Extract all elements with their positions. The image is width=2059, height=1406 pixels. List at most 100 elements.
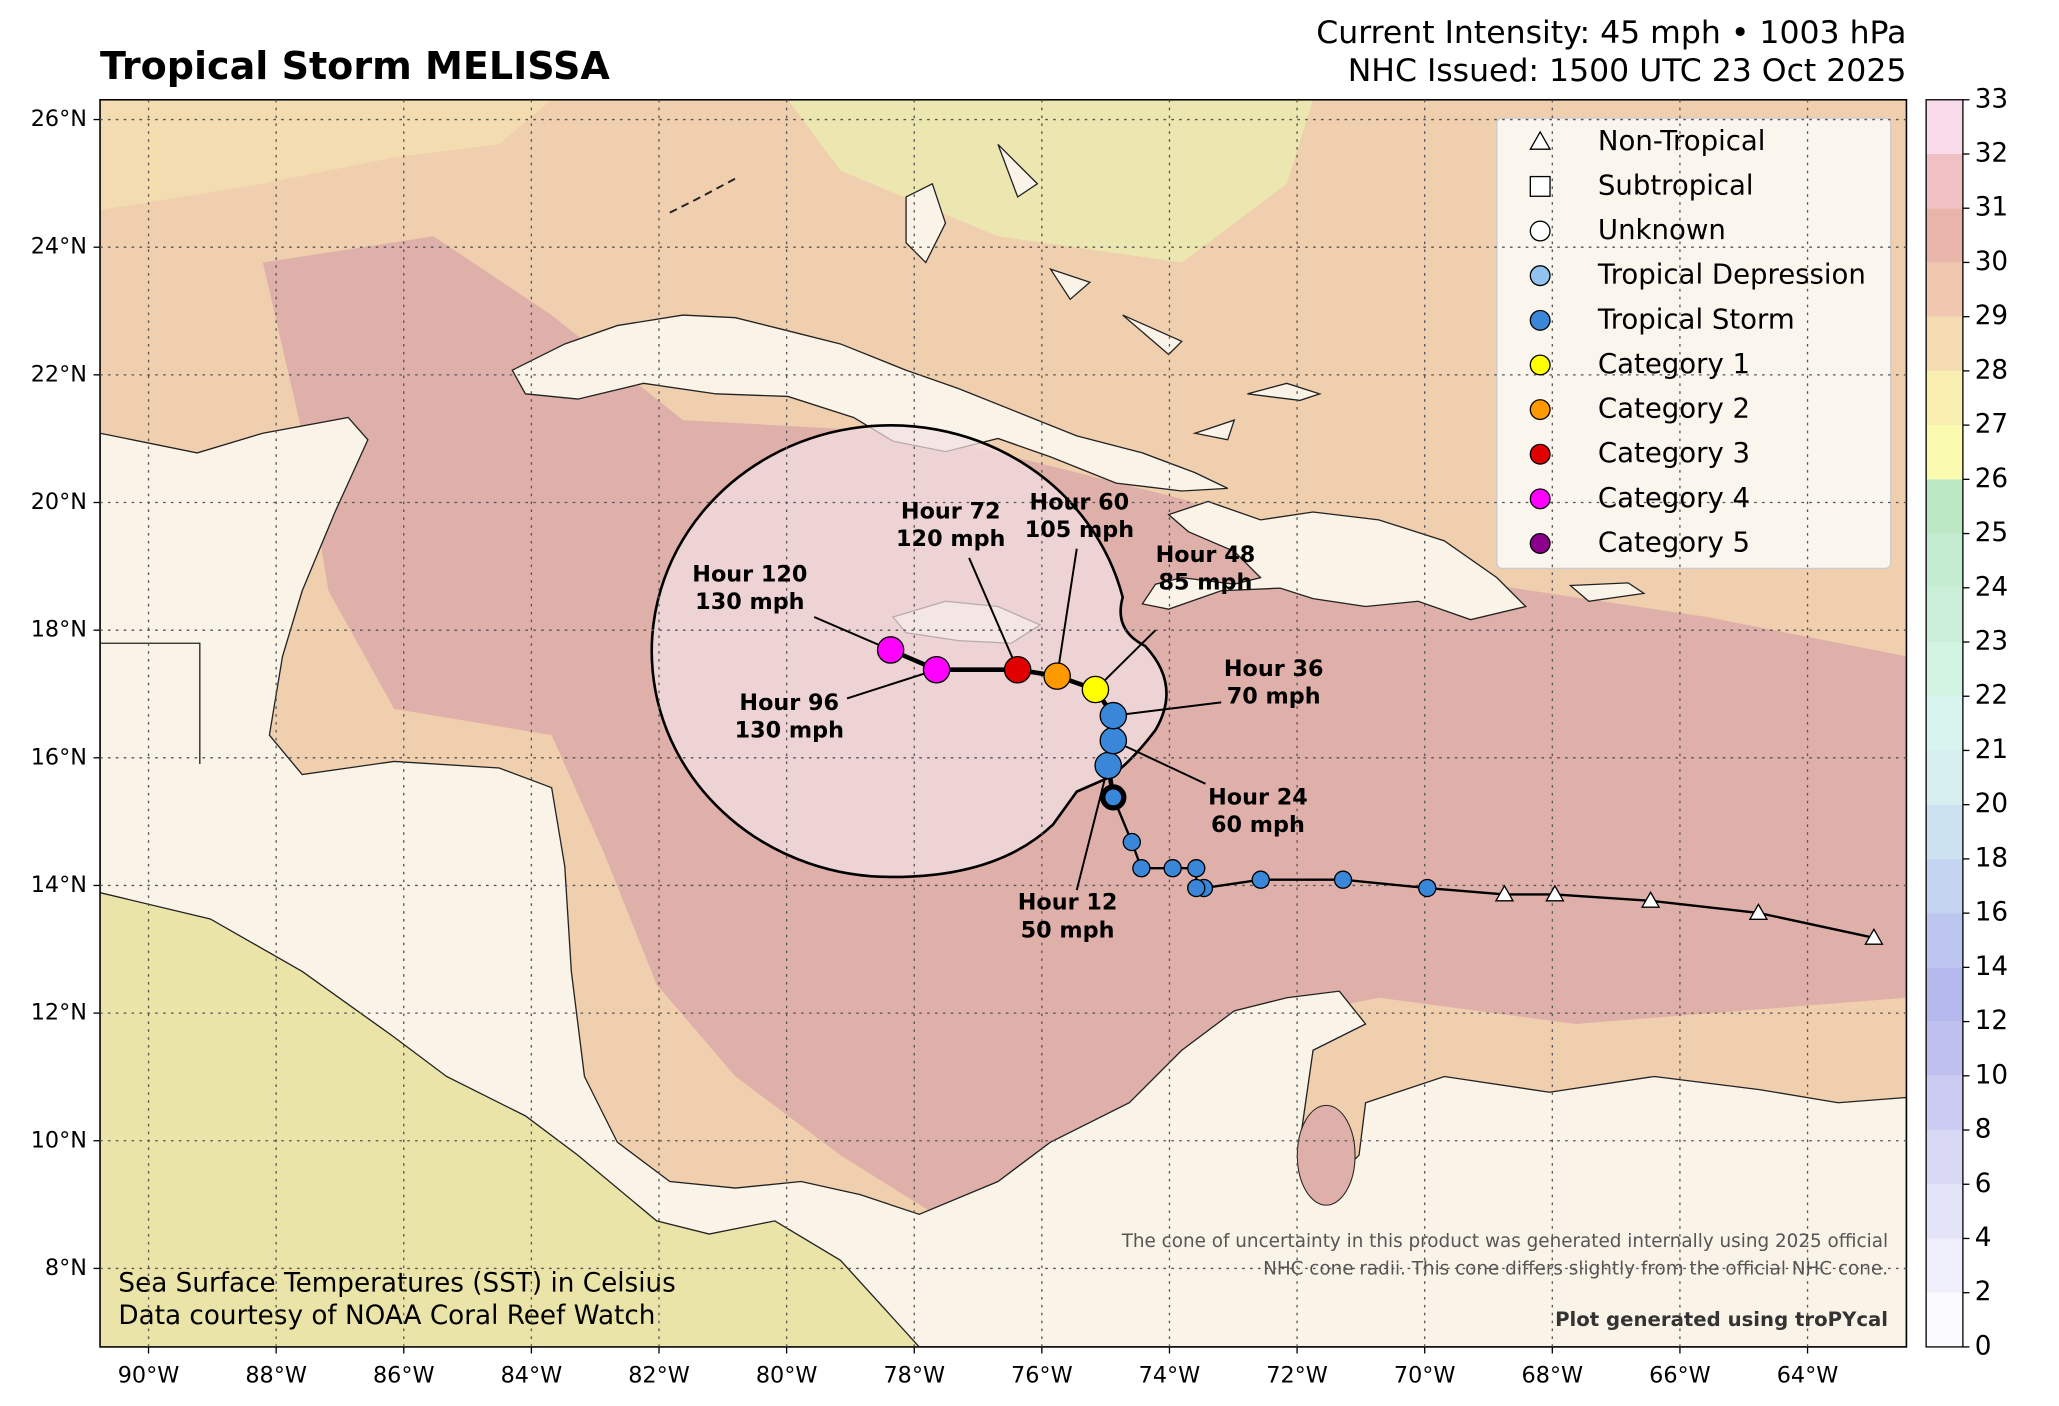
label-leader xyxy=(1094,629,1157,691)
track-point xyxy=(1187,878,1206,898)
track-point xyxy=(1864,927,1884,945)
colorbar-segment xyxy=(1926,642,1963,697)
colorbar-label: 33 xyxy=(1975,84,2008,114)
track-point xyxy=(1099,726,1128,755)
colorbar-segment xyxy=(1926,153,1963,209)
legend-marker xyxy=(1529,309,1551,331)
x-tick-label: 74°W xyxy=(1139,1362,1201,1388)
legend-marker xyxy=(1529,488,1551,510)
y-tick-label: 12°N xyxy=(31,1000,87,1026)
legend-label: Tropical Depression xyxy=(1597,259,1866,291)
track-point xyxy=(1132,859,1151,878)
colorbar-segment xyxy=(1926,858,1963,914)
colorbar-segment xyxy=(1926,99,1963,154)
colorbar-segment xyxy=(1926,1021,1963,1076)
colorbar-segment xyxy=(1926,370,1963,426)
legend-marker xyxy=(1529,265,1551,287)
track-point xyxy=(1748,903,1769,920)
track-point xyxy=(1333,870,1353,889)
forecast-hour-label: Hour 12 xyxy=(1018,890,1118,916)
y-tick-label: 10°N xyxy=(31,1127,87,1153)
x-tick-label: 86°W xyxy=(373,1362,435,1388)
forecast-cone xyxy=(650,424,1168,879)
colorbar-label: 32 xyxy=(1975,138,2008,168)
legend-marker xyxy=(1529,130,1552,150)
colorbar-label: 24 xyxy=(1975,572,2008,602)
label-leader xyxy=(1113,701,1222,717)
colorbar-frame xyxy=(1925,99,1964,1348)
colorbar-label: 18 xyxy=(1975,843,2008,873)
y-tick-label: 22°N xyxy=(31,361,87,387)
colorbar-label: 12 xyxy=(1975,1006,2008,1036)
forecast-wind-label: 130 mph xyxy=(735,718,844,744)
legend-marker xyxy=(1529,175,1551,197)
y-tick-label: 14°N xyxy=(31,872,87,898)
chart-title: Tropical Storm MELISSA xyxy=(100,44,610,88)
forecast-hour-label: Hour 48 xyxy=(1156,542,1256,568)
colorbar-segment xyxy=(1926,208,1963,263)
forecast-hour-label: Hour 120 xyxy=(692,562,807,588)
source-note: Data courtesy of NOAA Coral Reef Watch xyxy=(118,1301,655,1331)
y-tick-label: 18°N xyxy=(31,617,87,643)
land xyxy=(905,143,1322,441)
legend-label: Non-Tropical xyxy=(1598,125,1766,157)
forecast-wind-label: 50 mph xyxy=(1021,917,1115,943)
x-tick-label: 76°W xyxy=(1011,1362,1073,1388)
colorbar-segment xyxy=(1926,967,1963,1022)
colorbar-label: 29 xyxy=(1975,301,2008,331)
cone-note: The cone of uncertainty in this product … xyxy=(1121,1231,1888,1252)
colorbar-segment xyxy=(1926,913,1963,968)
label-leader xyxy=(1056,548,1078,677)
forecast-hour-label: Hour 72 xyxy=(901,498,1001,524)
x-tick-label: 88°W xyxy=(245,1362,307,1388)
colorbar-label: 16 xyxy=(1975,898,2008,928)
colorbar-segment xyxy=(1926,262,1963,317)
x-tick-label: 82°W xyxy=(628,1362,690,1388)
track-point xyxy=(922,655,951,684)
subtitle: NHC Issued: 1500 UTC 23 Oct 2025 xyxy=(1348,53,1907,89)
forecast-wind-label: 120 mph xyxy=(896,526,1005,552)
label-leader xyxy=(813,616,892,651)
colorbar-segment xyxy=(1926,1238,1963,1293)
label-leader xyxy=(846,668,937,700)
y-tick-label: 20°N xyxy=(31,489,87,515)
track-point xyxy=(1043,662,1071,690)
track-point xyxy=(1094,751,1122,780)
colorbar-segment xyxy=(1926,750,1963,805)
label-leader xyxy=(1112,739,1206,785)
x-tick-label: 80°W xyxy=(756,1362,818,1388)
colorbar-label: 4 xyxy=(1975,1223,1992,1253)
forecast-hour-label: Hour 36 xyxy=(1224,656,1324,682)
x-tick-label: 78°W xyxy=(883,1362,945,1388)
track-point xyxy=(1640,890,1661,908)
x-tick-label: 70°W xyxy=(1394,1362,1456,1388)
map-frame xyxy=(99,98,1908,1348)
colorbar-label: 10 xyxy=(1975,1060,2008,1090)
legend-label: Category 5 xyxy=(1598,526,1750,558)
legend-marker xyxy=(1529,220,1551,242)
legend-label: Category 2 xyxy=(1598,393,1750,425)
forecast-wind-label: 60 mph xyxy=(1211,812,1305,838)
y-tick-label: 26°N xyxy=(31,106,87,132)
colorbar-label: 26 xyxy=(1975,464,2008,494)
land xyxy=(511,314,1229,492)
legend-label: Tropical Storm xyxy=(1597,303,1795,335)
coast xyxy=(669,177,736,214)
forecast-hour-label: Hour 24 xyxy=(1208,785,1308,811)
colorbar-label: 2 xyxy=(1975,1277,1992,1307)
colorbar-label: 20 xyxy=(1975,789,2008,819)
track-point xyxy=(1251,870,1270,889)
land xyxy=(1141,500,1528,621)
colorbar-label: 14 xyxy=(1975,952,2008,982)
x-tick-label: 90°W xyxy=(118,1362,180,1388)
sea-shade xyxy=(100,99,552,211)
x-tick-label: 66°W xyxy=(1649,1362,1711,1388)
credit: Plot generated using troPYcal xyxy=(1555,1308,1888,1331)
colorbar-label: 25 xyxy=(1975,518,2008,548)
y-tick-label: 8°N xyxy=(45,1255,87,1281)
track-point xyxy=(1099,701,1128,730)
y-tick-label: 16°N xyxy=(31,744,87,770)
legend-label: Category 4 xyxy=(1598,482,1750,514)
legend-marker xyxy=(1529,399,1551,421)
